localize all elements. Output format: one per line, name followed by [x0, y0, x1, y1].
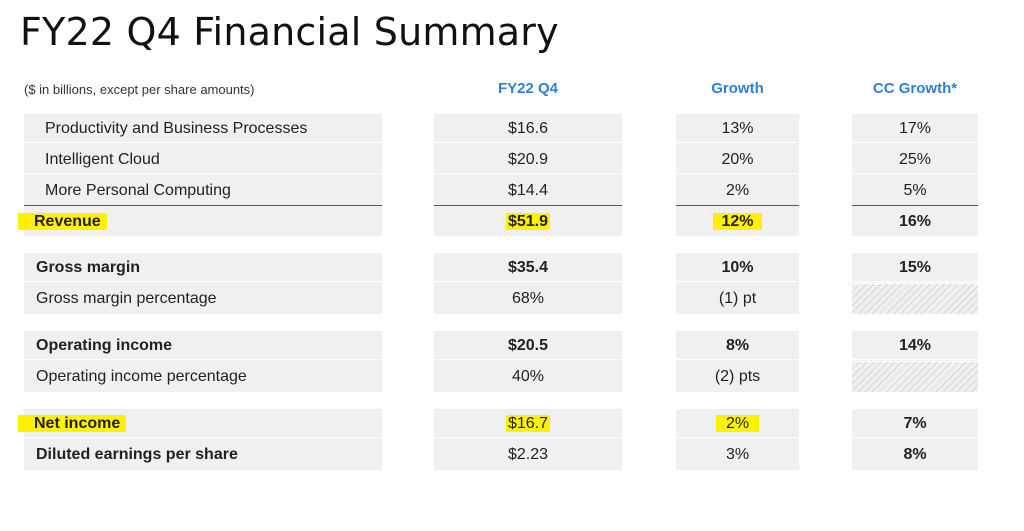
- value-cell: 40%: [511, 368, 545, 385]
- growth-cell: (1) pt: [718, 290, 757, 307]
- table-row: Intelligent Cloud $20.9 20% 25%: [0, 145, 1024, 174]
- table-row: Net income $16.7 2% 7%: [0, 409, 1024, 438]
- growth-cell: 2%: [676, 409, 799, 438]
- table-row: Operating income $20.5 8% 14%: [0, 331, 1024, 360]
- growth-cell: 3%: [725, 446, 750, 463]
- row-label: Diluted earnings per share: [36, 446, 238, 463]
- row-label: Operating income: [36, 337, 173, 354]
- row-label: Productivity and Business Processes: [45, 120, 308, 137]
- growth-cell: 8%: [725, 337, 750, 354]
- empty-hatched-cell: [852, 362, 978, 392]
- cc-growth-cell: 14%: [898, 337, 932, 354]
- value-cell: $20.9: [507, 151, 549, 168]
- cc-growth-cell: 17%: [898, 120, 932, 137]
- column-header-cc-growth: CC Growth*: [872, 80, 958, 97]
- table-subtitle: ($ in billions, except per share amounts…: [24, 82, 255, 97]
- page-title: FY22 Q4 Financial Summary: [20, 10, 559, 54]
- table-row: Gross margin $35.4 10% 15%: [0, 253, 1024, 282]
- value-cell: $20.5: [507, 337, 549, 354]
- revenue-divider: [24, 205, 382, 206]
- growth-cell: 10%: [721, 259, 754, 276]
- value-cell: $16.7: [505, 415, 551, 432]
- table-row: More Personal Computing $14.4 2% 5%: [0, 176, 1024, 205]
- growth-cell: (2) pts: [714, 368, 761, 385]
- cc-growth-cell: 25%: [898, 151, 932, 168]
- row-label: Gross margin percentage: [36, 290, 217, 307]
- growth-cell: 12%: [676, 207, 799, 236]
- row-label: Intelligent Cloud: [45, 151, 160, 168]
- cc-growth-cell: 16%: [898, 213, 932, 230]
- growth-cell: 2%: [725, 182, 750, 199]
- value-cell: $2.23: [507, 446, 549, 463]
- value-cell: 68%: [511, 290, 545, 307]
- growth-cell: 20%: [721, 151, 754, 168]
- value-cell: $16.6: [507, 120, 549, 137]
- value-cell: $35.4: [507, 259, 549, 276]
- revenue-divider: [434, 205, 622, 206]
- column-header-fy22q4: FY22 Q4: [497, 80, 559, 97]
- cc-growth-cell: 7%: [903, 415, 927, 432]
- table-row: Productivity and Business Processes $16.…: [0, 114, 1024, 143]
- row-label: Net income: [18, 409, 127, 438]
- cc-growth-cell: 15%: [898, 259, 932, 276]
- table-row: Diluted earnings per share $2.23 3% 8%: [0, 440, 1024, 469]
- table-row: Operating income percentage 40% (2) pts: [0, 362, 1024, 391]
- table-row: Gross margin percentage 68% (1) pt: [0, 284, 1024, 313]
- value-cell: $51.9: [505, 213, 551, 230]
- empty-hatched-cell: [852, 284, 978, 314]
- revenue-divider: [676, 205, 799, 206]
- column-header-growth: Growth: [711, 80, 764, 97]
- value-cell: $14.4: [507, 182, 549, 199]
- cc-growth-cell: 5%: [903, 182, 927, 199]
- row-label: Revenue: [18, 207, 107, 236]
- growth-cell: 13%: [721, 120, 754, 137]
- revenue-divider: [852, 205, 978, 206]
- cc-growth-cell: 8%: [903, 446, 927, 463]
- table-row-total: Revenue $51.9 12% 16%: [0, 207, 1024, 236]
- row-label: Gross margin: [36, 259, 141, 276]
- row-label: Operating income percentage: [36, 368, 247, 385]
- row-label: More Personal Computing: [45, 182, 231, 199]
